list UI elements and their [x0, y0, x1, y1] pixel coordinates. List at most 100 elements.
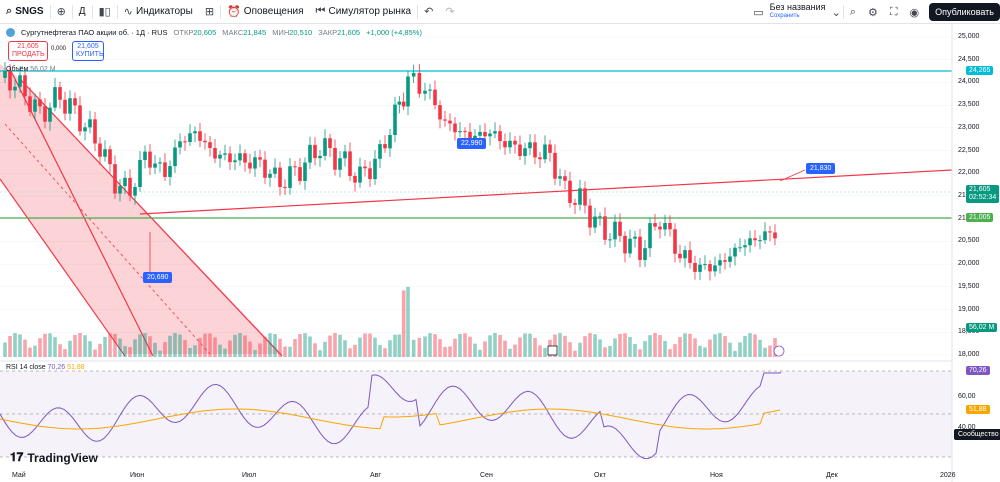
volume-bar [208, 333, 212, 357]
price-callout-2[interactable]: 21,830 [806, 163, 836, 174]
time-tick-label: Окт [594, 472, 606, 479]
candle-body [738, 247, 742, 249]
candle-body [423, 90, 427, 94]
search-icon: ⌕ [849, 5, 856, 18]
price-tick-label: 22,500 [958, 146, 980, 154]
candle-body [18, 75, 22, 87]
candle-body [93, 119, 97, 144]
time-tick-label: Сен [480, 472, 493, 479]
candle-body [28, 96, 32, 112]
interval-label: Д [78, 6, 86, 17]
volume-bar [688, 333, 692, 357]
volume-bar [433, 334, 437, 357]
volume-bar [513, 344, 517, 357]
time-tick-label: Авг [370, 472, 381, 479]
indicators-label: Индикаторы [135, 6, 193, 17]
templates-button[interactable]: ⊞ [199, 0, 220, 24]
price-grid [0, 36, 952, 356]
brand-name: TradingView [27, 450, 98, 465]
price-tick-label: 22,000 [958, 169, 980, 177]
candle-body [348, 151, 352, 176]
candle-body [488, 133, 492, 137]
divider [842, 5, 844, 19]
candle-body [23, 75, 27, 97]
publish-button[interactable]: Опубликовать [929, 3, 1000, 21]
volume-bar [48, 333, 52, 357]
candle-body [508, 140, 512, 148]
volume-bar [668, 349, 672, 357]
candle-body [343, 151, 347, 159]
volume-bar [23, 339, 27, 357]
price-tick-label: 18,000 [958, 351, 980, 358]
alerts-button[interactable]: ⏰ Оповещения [221, 0, 309, 24]
candle-body [443, 119, 447, 121]
ohlc-change: +1,000 (+4,85%) [366, 28, 422, 37]
chart-canvas[interactable] [0, 24, 1000, 482]
tradingview-logo[interactable]: 𝟏𝟕 TradingView [10, 450, 98, 465]
volume-bar [133, 339, 137, 357]
divider [71, 4, 73, 19]
time-tick-label: Дек [826, 472, 838, 479]
volume-label: Объём [6, 66, 29, 73]
price-tick-label: 24,000 [958, 78, 980, 86]
candle-body [673, 229, 677, 254]
candle-body [603, 216, 607, 240]
sell-button[interactable]: 21,605 ПРОДАТЬ [8, 41, 48, 61]
candle-body [758, 240, 762, 242]
candle-body [278, 167, 282, 187]
fullscreen-icon: ⛶ [889, 5, 898, 18]
volume-bar [358, 337, 362, 357]
candle-body [328, 138, 332, 148]
volume-bar [338, 334, 342, 357]
candle-body [406, 76, 410, 107]
buy-price: 21,605 [77, 43, 99, 50]
indicators-button[interactable]: ∿ Индикаторы [118, 0, 199, 24]
candle-body [708, 264, 712, 272]
volume-bar [718, 333, 722, 357]
volume-bar [608, 345, 612, 357]
candles-type-button[interactable]: ▮▯ [93, 0, 117, 24]
volume-bar [298, 334, 302, 357]
candle-body [218, 154, 222, 159]
snapshot-button[interactable]: ◉ [904, 0, 926, 24]
candle-body [113, 164, 117, 194]
candle-body [433, 89, 437, 106]
redo-button[interactable]: ↷ [439, 0, 460, 24]
interval-button[interactable]: Д [73, 0, 92, 24]
candle-body [183, 141, 187, 143]
price-callout-1[interactable]: 22,990 [457, 138, 487, 149]
high-label: МАКС [222, 28, 244, 37]
compare-button[interactable]: ⊕ [51, 0, 72, 24]
undo-button[interactable]: ↶ [418, 0, 439, 24]
fullscreen-button[interactable]: ⛶ [884, 0, 904, 24]
replay-button[interactable]: ⏮ Симулятор рынка [310, 0, 418, 24]
price-tick-label: 20,500 [958, 237, 980, 245]
candle-body [233, 160, 237, 163]
candle-body [638, 236, 642, 261]
candle-body [553, 152, 557, 179]
price-callout-3[interactable]: 20,690 [143, 272, 173, 283]
dividend-marker[interactable] [773, 345, 785, 357]
candle-body [633, 236, 637, 239]
quick-search-button[interactable]: ⌕ [844, 0, 862, 24]
settings-button[interactable]: ⚙ [862, 0, 884, 24]
volume-bar [488, 335, 492, 357]
layout-button[interactable]: ▭ Без названия Сохранить ⌄ [751, 0, 843, 24]
top-toolbar: ⌕ SNGS ⊕ Д ▮▯ ∿ Индикаторы ⊞ ⏰ Оповещени… [0, 0, 1000, 24]
volume-bar [528, 333, 532, 357]
volume-bar [328, 335, 332, 357]
earnings-marker[interactable] [547, 345, 558, 356]
symbol-title[interactable]: Сургутнефтегаз ПАО акции об. · 1Д · RUS [21, 28, 168, 37]
volume-bar [248, 341, 252, 357]
price-tick-label: 20,000 [958, 260, 980, 268]
rsi-ma-line [0, 408, 781, 430]
replay-label: Симулятор рынка [328, 6, 412, 17]
candle-body [618, 221, 622, 236]
candle-body [118, 186, 122, 194]
ohlc-close: ЗАКР21,605 [318, 28, 360, 37]
buy-button[interactable]: 21,605 КУПИТЬ [72, 41, 104, 61]
volume-bar [3, 342, 7, 357]
community-button[interactable]: Сообщество [954, 429, 1000, 440]
symbol-search-button[interactable]: ⌕ SNGS [0, 0, 50, 24]
candle-body [103, 149, 107, 157]
